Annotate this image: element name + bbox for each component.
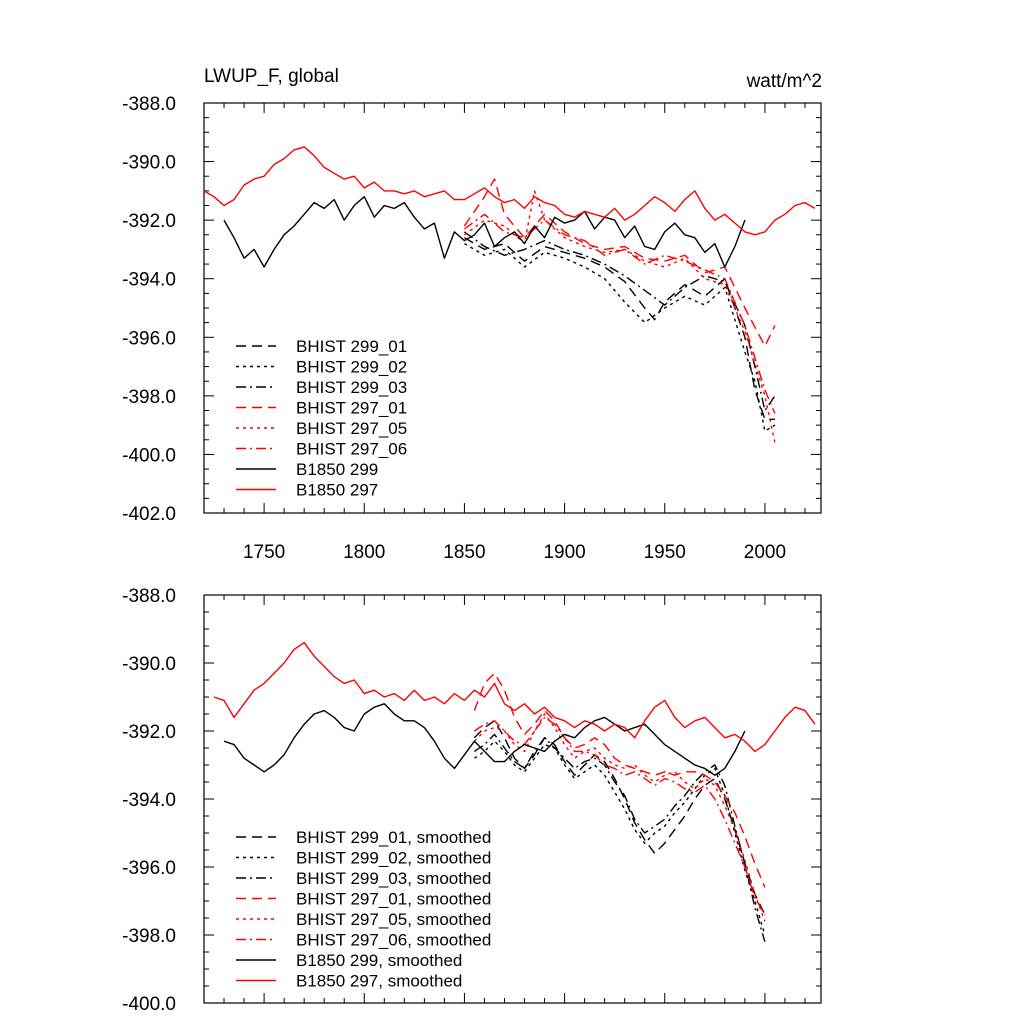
legend-label: BHIST 299_02, smoothed <box>296 849 491 868</box>
y-tick-label: -390.0 <box>122 153 176 174</box>
legend: BHIST 299_01, smoothed BHIST 299_02, smoo… <box>236 828 491 991</box>
x-tick-label: 1850 <box>443 542 485 563</box>
x-tick-label: 1900 <box>543 542 585 563</box>
legend-label: BHIST 299_03, smoothed <box>296 869 491 888</box>
series-line <box>473 713 766 922</box>
y-tick-label: -392.0 <box>122 722 176 743</box>
series-line <box>223 195 746 268</box>
legend-label: B1850 297 <box>296 481 378 500</box>
x-tick-label: 1750 <box>243 542 285 563</box>
y-tick-label: -392.0 <box>122 211 176 232</box>
legend-label: BHIST 297_01 <box>296 399 407 418</box>
series-line <box>463 231 776 412</box>
series-line <box>223 703 746 776</box>
x-tick-label: 1950 <box>644 542 686 563</box>
x-tick-label: 2000 <box>744 542 786 563</box>
y-tick-label: -394.0 <box>122 270 176 291</box>
y-tick-label: -390.0 <box>122 654 176 675</box>
y-tick-label: -398.0 <box>122 387 176 408</box>
legend-label: BHIST 299_01, smoothed <box>296 828 491 847</box>
legend-label: BHIST 297_05 <box>296 419 407 438</box>
legend-label: B1850 299, smoothed <box>296 951 462 970</box>
legend-label: BHIST 299_03 <box>296 378 407 397</box>
series-line <box>213 641 816 753</box>
series-line <box>464 237 775 420</box>
legend-label: B1850 299 <box>296 460 378 479</box>
series-line <box>463 213 776 414</box>
y-tick-label: -394.0 <box>122 790 176 811</box>
plot-title: LWUP_F, global <box>204 66 339 87</box>
legend-label: BHIST 299_01 <box>296 337 407 356</box>
series-line <box>474 716 766 915</box>
y-tick-label: -402.0 <box>122 504 176 525</box>
y-tick-label: -400.0 <box>122 994 176 1015</box>
y-tick-label: -396.0 <box>122 328 176 349</box>
top-panel: 1750 1800 1850 1900 1950 2000 -402.0 -400.0 -398… <box>122 94 822 563</box>
series-line <box>464 242 776 432</box>
series-line <box>473 672 766 888</box>
series-line <box>474 733 766 942</box>
legend-label: BHIST 297_06 <box>296 440 407 459</box>
legend-label: BHIST 297_06, smoothed <box>296 931 491 950</box>
series-line <box>463 178 776 347</box>
legend-label: B1850 297, smoothed <box>296 972 462 991</box>
y-tick-label: -388.0 <box>122 586 176 607</box>
y-tick-label: -398.0 <box>122 926 176 947</box>
bottom-panel: -400.0 -398.0 -396.0 -394.0 -392.0 -390.0 -388… <box>122 586 822 1015</box>
y-tick-label: -388.0 <box>122 94 176 115</box>
header: LWUP_F, global watt/m^2 <box>204 66 822 92</box>
series-line <box>474 740 766 936</box>
series-line <box>203 146 816 236</box>
legend-label: BHIST 297_01, smoothed <box>296 890 491 909</box>
y-tick-label: -396.0 <box>122 858 176 879</box>
units-label: watt/m^2 <box>746 71 822 92</box>
legend-label: BHIST 297_05, smoothed <box>296 910 491 929</box>
legend-label: BHIST 299_02 <box>296 358 407 377</box>
x-tick-label: 1800 <box>343 542 385 563</box>
y-tick-label: -400.0 <box>122 445 176 466</box>
